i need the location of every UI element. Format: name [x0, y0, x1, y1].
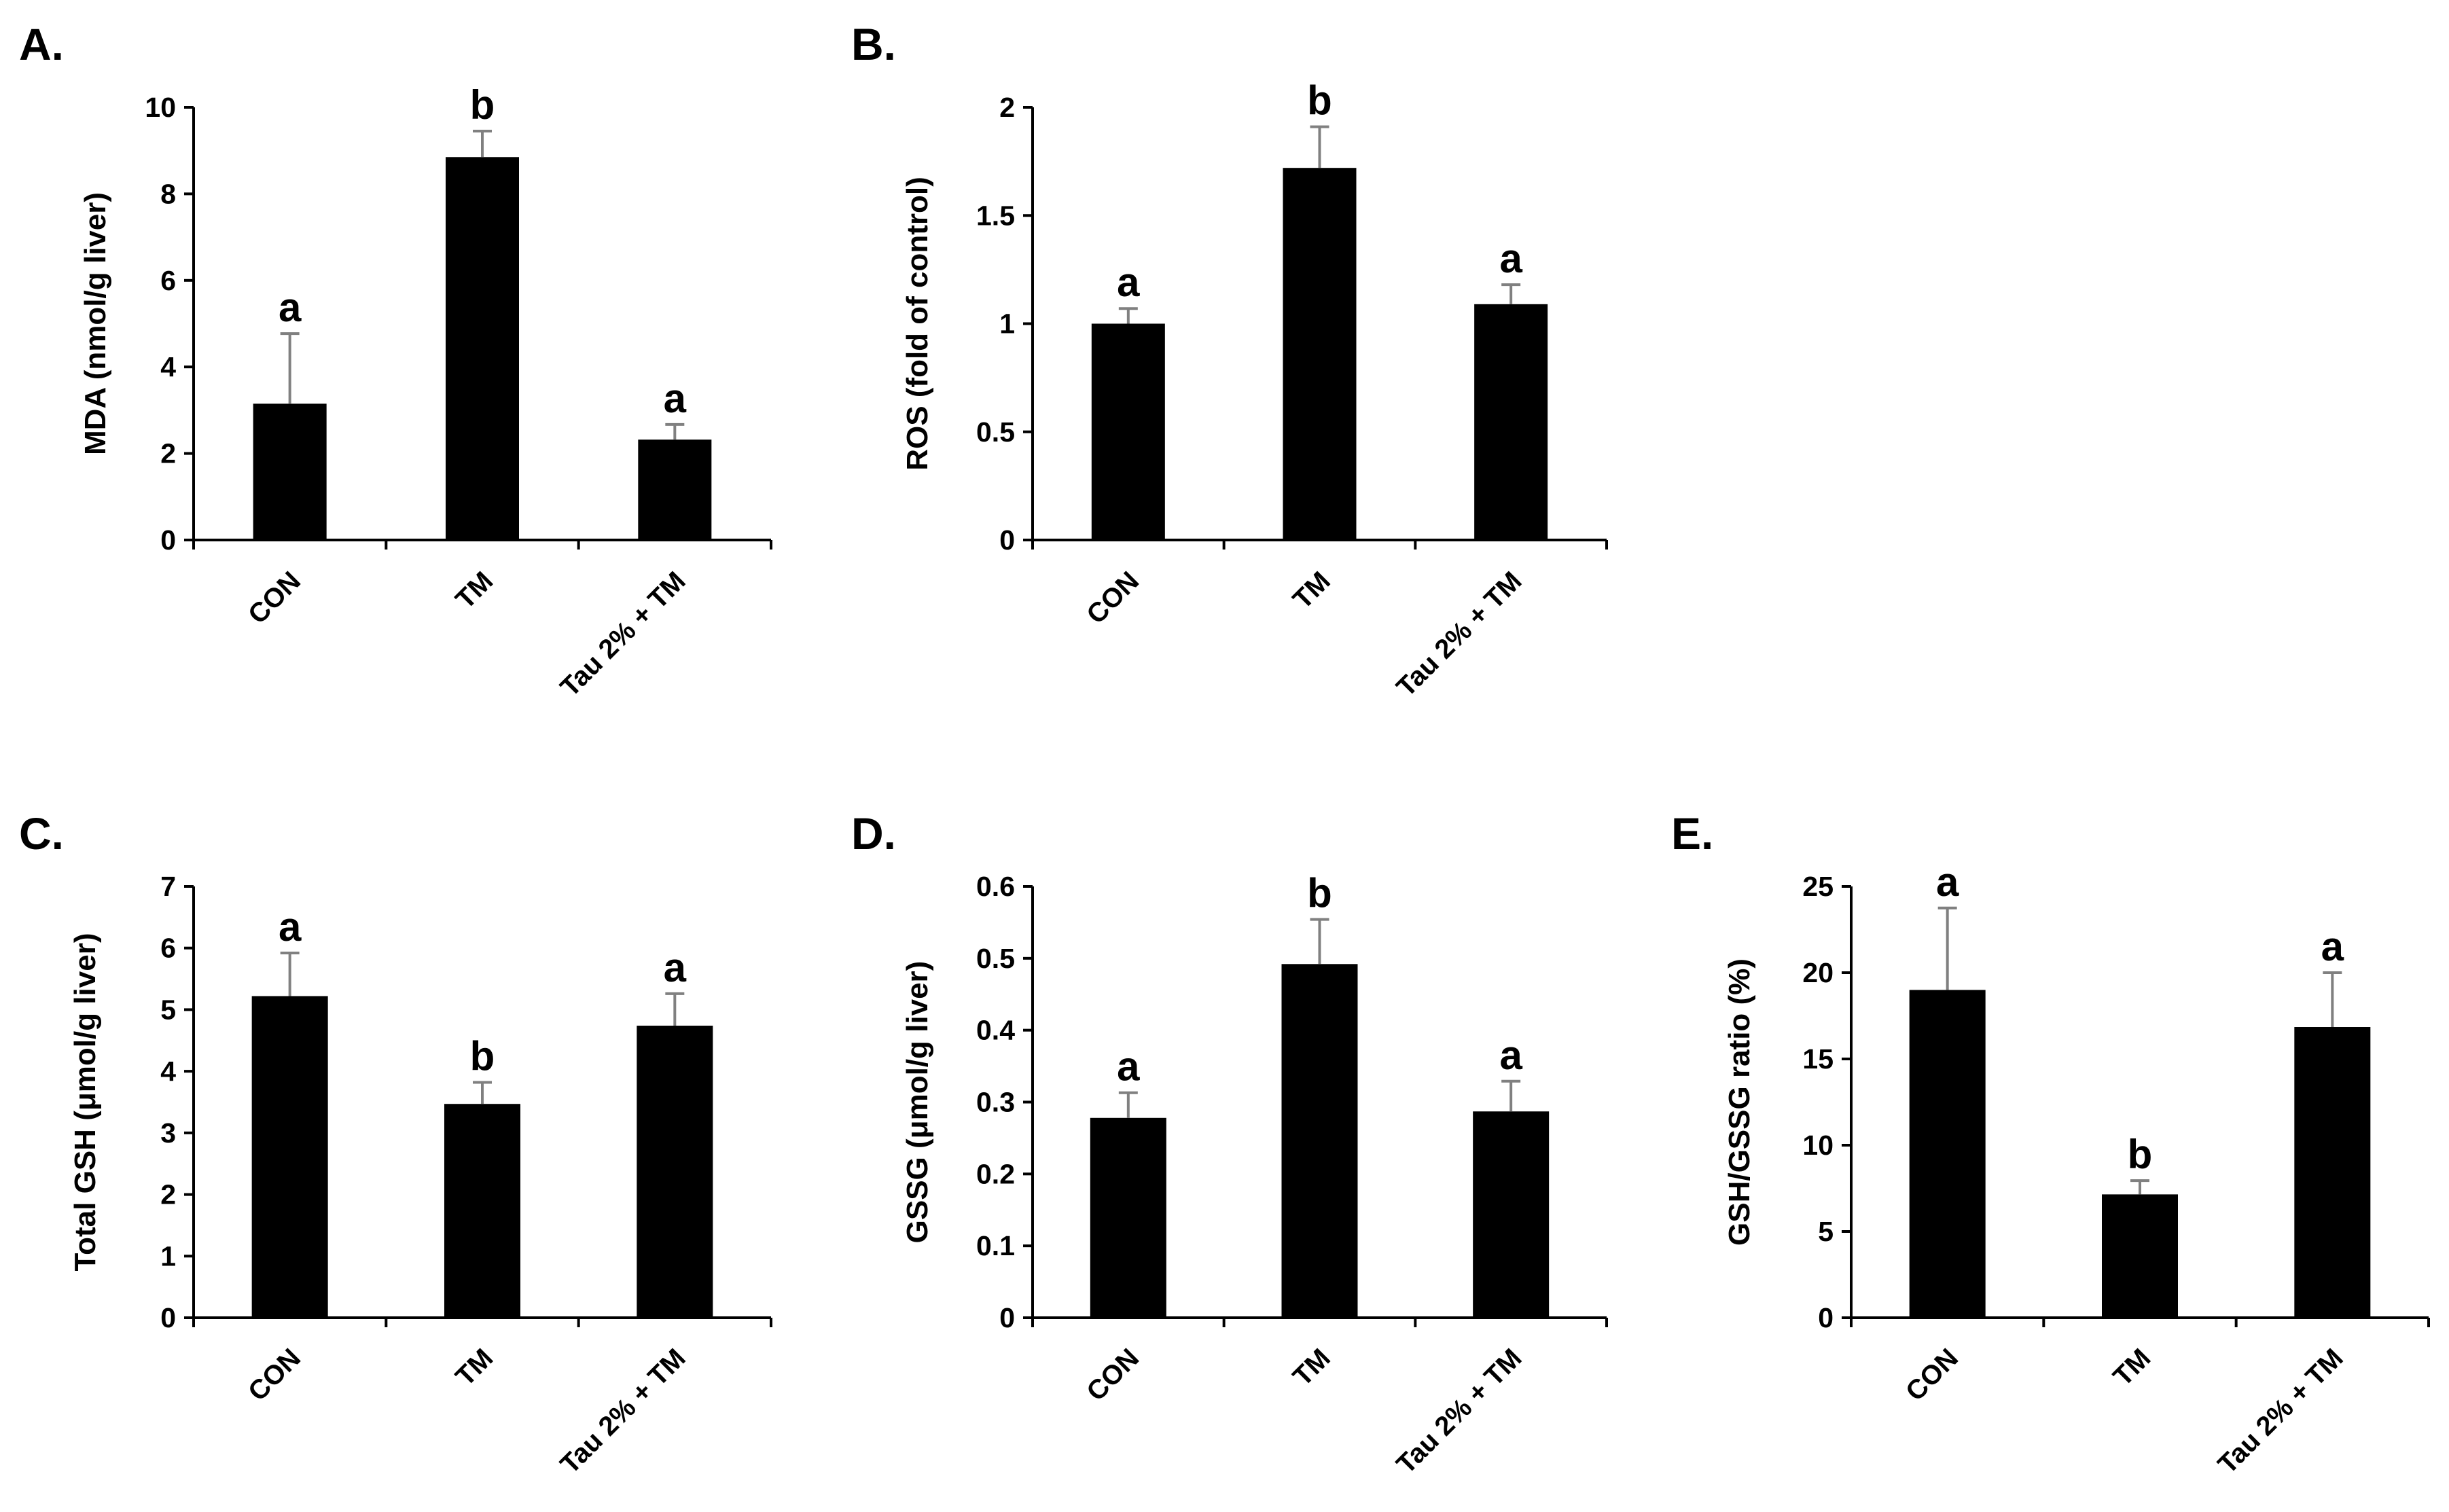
x-category-label: TM	[450, 566, 499, 615]
bar-tm	[1281, 964, 1358, 1318]
y-tick-label: 10	[1802, 1130, 1834, 1161]
y-tick-label: 5	[1818, 1216, 1834, 1247]
significance-label: b	[470, 82, 495, 128]
y-tick-label: 15	[1802, 1043, 1834, 1075]
y-tick-label: 0	[160, 1302, 176, 1333]
bar-tau-2-tm	[637, 1026, 713, 1318]
y-tick-label: 0.5	[976, 416, 1015, 448]
y-tick-label: 3	[160, 1117, 176, 1149]
y-tick-label: 2	[999, 92, 1015, 123]
y-tick-label: 0	[1818, 1302, 1834, 1333]
y-tick-label: 0	[999, 1302, 1015, 1333]
bar-con	[1090, 1117, 1166, 1318]
bar-con	[251, 996, 328, 1318]
significance-label: b	[470, 1033, 495, 1079]
chart-panel-d: D. 0 0.1 0.2 0.3 0.4 0.5 0.6 GSSG (μmol/g liver)…	[851, 808, 1608, 1479]
y-tick-label: 0.5	[976, 943, 1015, 974]
panel-letter: E.	[1671, 808, 1713, 859]
y-tick-label: 0.2	[976, 1158, 1015, 1189]
x-category-label: CON	[1081, 1343, 1145, 1407]
y-axis-title: Total GSH (μmol/g liver)	[69, 933, 102, 1272]
panel-letter: D.	[851, 808, 896, 859]
chart-panel-c: C. 0 1 2 3 4 5 6 7 Total GSH (μmol/g liver) a CON b T…	[19, 808, 772, 1479]
y-tick-label: 8	[160, 178, 176, 209]
bar-tau-2-tm	[1473, 1111, 1550, 1318]
y-tick-label: 10	[145, 92, 176, 123]
x-category-label: TM	[450, 1343, 499, 1392]
significance-label: a	[279, 285, 302, 330]
y-axis-title: GSH/GSSG ratio (%)	[1723, 958, 1756, 1246]
x-category-label: CON	[243, 566, 306, 630]
bar-tm	[444, 1104, 520, 1318]
y-tick-label: 6	[160, 933, 176, 964]
x-category-label: Tau 2% + TM	[1391, 566, 1527, 702]
bar-con	[1909, 990, 1986, 1318]
panel-letter: C.	[19, 808, 64, 859]
significance-label: a	[279, 904, 302, 950]
y-tick-label: 1.5	[976, 200, 1015, 231]
panel-letter: A.	[19, 19, 64, 69]
significance-label: b	[1307, 871, 1332, 916]
y-tick-label: 0.3	[976, 1087, 1015, 1118]
y-tick-label: 0	[160, 524, 176, 556]
x-category-label: Tau 2% + TM	[555, 1343, 692, 1479]
y-tick-label: 2	[160, 1179, 176, 1210]
bar-con	[1091, 323, 1165, 540]
y-tick-label: 25	[1802, 871, 1834, 902]
y-axis-title: MDA (nmol/g liver)	[79, 192, 112, 455]
y-axis-title: GSSG (μmol/g liver)	[901, 961, 934, 1244]
chart-panel-e: E. 0 5 10 15 20 25 GSH/GSSG ratio (%) a CON b TM a Ta…	[1671, 808, 2430, 1479]
y-tick-label: 5	[160, 994, 176, 1025]
x-category-label: CON	[243, 1343, 306, 1407]
significance-label: a	[664, 945, 687, 990]
y-tick-label: 0.4	[976, 1015, 1015, 1046]
significance-label: a	[1936, 859, 1959, 905]
bar-tm	[1283, 168, 1357, 540]
panel-letter: B.	[851, 19, 896, 69]
y-axis-title: ROS (fold of control)	[901, 177, 934, 471]
significance-label: b	[1307, 78, 1332, 124]
significance-label: a	[664, 376, 687, 421]
y-tick-label: 7	[160, 871, 176, 902]
x-category-label: TM	[1287, 566, 1336, 615]
chart-panel-a: A. 0 2 4 6 8 10 MDA (nmol/g liver) a CON b TM a Tau 2…	[19, 19, 772, 702]
x-category-label: TM	[2107, 1343, 2156, 1392]
significance-label: a	[1499, 1032, 1522, 1078]
y-tick-label: 2	[160, 438, 176, 469]
bar-tm	[446, 157, 519, 540]
significance-label: b	[2128, 1132, 2153, 1177]
y-tick-label: 1	[999, 308, 1015, 340]
x-category-label: CON	[1081, 566, 1145, 630]
x-category-label: Tau 2% + TM	[555, 566, 692, 702]
bar-tau-2-tm	[2294, 1027, 2371, 1318]
significance-label: a	[2321, 924, 2344, 969]
bar-tm	[2102, 1194, 2178, 1318]
y-tick-label: 0.1	[976, 1230, 1015, 1261]
x-category-label: Tau 2% + TM	[1391, 1343, 1527, 1479]
chart-panel-b: B. 0 0.5 1 1.5 2 ROS (fold of control) a CON b TM a…	[851, 19, 1608, 702]
significance-label: a	[1117, 1044, 1140, 1090]
y-tick-label: 4	[160, 351, 176, 382]
bar-tau-2-tm	[638, 439, 712, 540]
x-category-label: TM	[1287, 1343, 1336, 1392]
bar-tau-2-tm	[1474, 304, 1548, 540]
x-category-label: Tau 2% + TM	[2213, 1343, 2349, 1479]
significance-label: a	[1117, 259, 1140, 305]
x-category-label: CON	[1900, 1343, 1964, 1407]
y-tick-label: 0.6	[976, 871, 1015, 902]
bar-con	[253, 403, 327, 540]
significance-label: a	[1499, 236, 1522, 281]
y-tick-label: 0	[999, 524, 1015, 556]
y-tick-label: 1	[160, 1240, 176, 1272]
y-tick-label: 6	[160, 265, 176, 296]
y-tick-label: 4	[160, 1056, 176, 1087]
y-tick-label: 20	[1802, 957, 1834, 988]
